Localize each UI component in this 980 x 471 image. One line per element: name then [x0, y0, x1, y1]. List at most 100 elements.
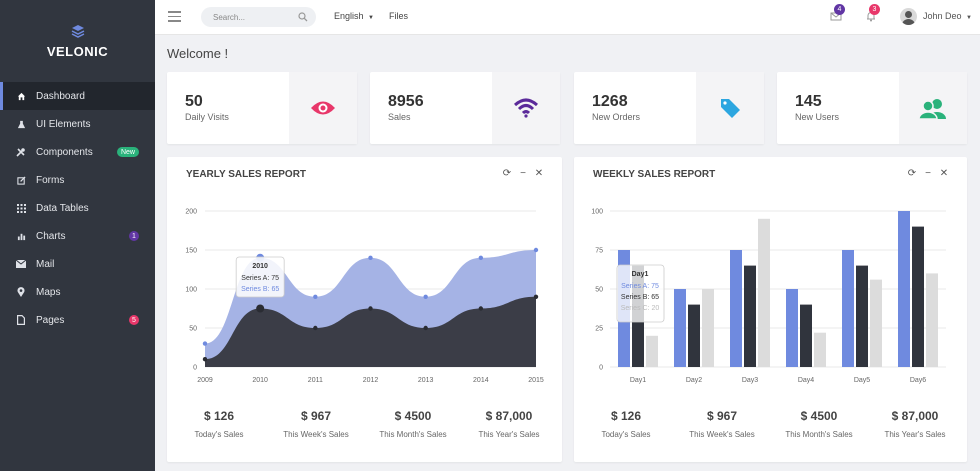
sidebar-item-dashboard[interactable]: Dashboard [0, 82, 155, 110]
footer-stat: $ 4500 This Month's Sales [363, 409, 463, 439]
footer-stat-label: This Month's Sales [785, 430, 853, 439]
minimize-icon[interactable]: − [925, 167, 931, 179]
sidebar-item-label: Dashboard [36, 90, 85, 102]
footer-stat: $ 967 This Week's Sales [266, 409, 366, 439]
bar-day3-series-1 [730, 250, 742, 367]
stat-label: Sales [388, 112, 411, 122]
footer-stat-value: $ 126 [203, 409, 235, 423]
x-tick-label: 2012 [363, 377, 379, 384]
stat-icon-box [492, 72, 560, 144]
footer-stat-value: $ 4500 [800, 409, 838, 423]
x-tick-label: 2010 [252, 377, 268, 384]
x-tick-label: 2009 [197, 377, 213, 384]
language-dropdown[interactable]: English ▼ [334, 11, 374, 21]
user-menu[interactable]: John Deo ▼ [923, 11, 972, 21]
area-series-b [205, 296, 536, 367]
tooltip-line: Series B: 65 [621, 294, 659, 301]
sidebar-item-label: Mail [36, 258, 55, 270]
sidebar-item-charts[interactable]: Charts 1 [0, 222, 155, 250]
new-badge: New [116, 147, 139, 157]
bar-day1-series-3 [646, 335, 658, 367]
refresh-icon[interactable]: ⟳ [502, 167, 512, 179]
x-tick-label: Day5 [854, 377, 870, 384]
data-point [313, 325, 318, 331]
bar-day2-series-3 [702, 289, 714, 367]
minimize-icon[interactable]: − [520, 167, 526, 179]
brand-logo[interactable]: VELONIC [0, 0, 155, 82]
search-icon[interactable] [298, 12, 308, 22]
close-icon[interactable]: ✕ [534, 167, 544, 179]
user-name: John Deo [923, 11, 962, 21]
tooltip-line: Series B: 65 [241, 286, 279, 293]
search-input[interactable] [201, 7, 291, 27]
stat-card-new-users: 145 New Users [777, 72, 967, 144]
tooltip-line: Series C: 20 [621, 305, 660, 312]
bar-day2-series-2 [688, 304, 700, 367]
caret-down-icon: ▼ [966, 15, 972, 21]
sidebar-item-data-tables[interactable]: Data Tables [0, 194, 155, 222]
footer-stat-label: This Month's Sales [379, 430, 447, 439]
footer-stat: $ 126 Today's Sales [576, 409, 676, 439]
sidebar-item-pages[interactable]: Pages 5 [0, 306, 155, 334]
bar-day3-series-3 [758, 218, 770, 367]
footer-stat: $ 126 Today's Sales [169, 409, 269, 439]
chart-tooltip [616, 264, 665, 323]
tag-icon [721, 99, 740, 118]
y-tick-label: 0 [193, 365, 197, 372]
tools-icon [16, 147, 26, 157]
sidebar-item-forms[interactable]: Forms [0, 166, 155, 194]
sidebar-item-label: UI Elements [36, 118, 91, 130]
panel-title: WEEKLY SALES REPORT [593, 169, 716, 180]
sidebar-item-label: Data Tables [36, 202, 89, 214]
bar-day3-series-2 [744, 265, 756, 367]
stat-card-sales: 8956 Sales [370, 72, 560, 144]
sidebar-item-mail[interactable]: Mail [0, 250, 155, 278]
bar-day5-series-3 [870, 279, 882, 367]
data-point [478, 255, 484, 260]
sidebar-item-maps[interactable]: Maps [0, 278, 155, 306]
tooltip-title: Day1 [632, 271, 649, 278]
sidebar-item-components[interactable]: Components New [0, 138, 155, 166]
bar-chart-icon [16, 231, 26, 241]
y-tick-label: 0 [599, 365, 603, 372]
stat-card-new-orders: 1268 New Orders [574, 72, 764, 144]
stat-icon-box [899, 72, 967, 144]
data-point [202, 357, 208, 362]
close-icon[interactable]: ✕ [939, 167, 949, 179]
data-point [533, 294, 539, 299]
y-tick-label: 25 [595, 326, 603, 333]
footer-stat: $ 87,000 This Year's Sales [865, 409, 965, 439]
stat-label: Daily Visits [185, 112, 229, 122]
top-bar: English ▼ Files 4 3 John Deo ▼ [155, 0, 980, 35]
bar-day2-series-1 [674, 289, 686, 367]
data-point [423, 325, 428, 331]
sidebar-item-label: Maps [36, 286, 61, 298]
refresh-icon[interactable]: ⟳ [907, 167, 917, 179]
y-tick-label: 100 [185, 287, 197, 294]
avatar[interactable] [900, 8, 917, 25]
sidebar-item-label: Components [36, 146, 93, 158]
users-icon [918, 99, 946, 119]
chart-tooltip [235, 256, 285, 298]
data-point [202, 341, 208, 346]
y-tick-label: 150 [185, 248, 197, 255]
bar-day4-series-1 [786, 289, 798, 367]
hover-point [256, 304, 265, 313]
sidebar-nav: Dashboard UI Elements Components New For… [0, 82, 155, 334]
footer-stat-label: This Week's Sales [689, 430, 755, 439]
menu-toggle-icon[interactable] [168, 11, 181, 22]
stat-label: New Users [795, 112, 840, 122]
files-link[interactable]: Files [389, 11, 409, 21]
y-tick-label: 200 [185, 209, 197, 216]
stat-card-daily-visits: 50 Daily Visits [167, 72, 357, 144]
stat-value: 50 [185, 93, 203, 110]
data-point [533, 247, 539, 253]
sidebar-item-ui-elements[interactable]: UI Elements [0, 110, 155, 138]
envelope-icon [16, 259, 26, 269]
data-point [423, 294, 428, 299]
bar-day4-series-3 [814, 332, 826, 367]
footer-stat-value: $ 967 [706, 409, 738, 423]
x-tick-label: Day6 [910, 377, 926, 384]
stat-label: New Orders [592, 112, 641, 122]
bar-day4-series-2 [800, 304, 812, 367]
